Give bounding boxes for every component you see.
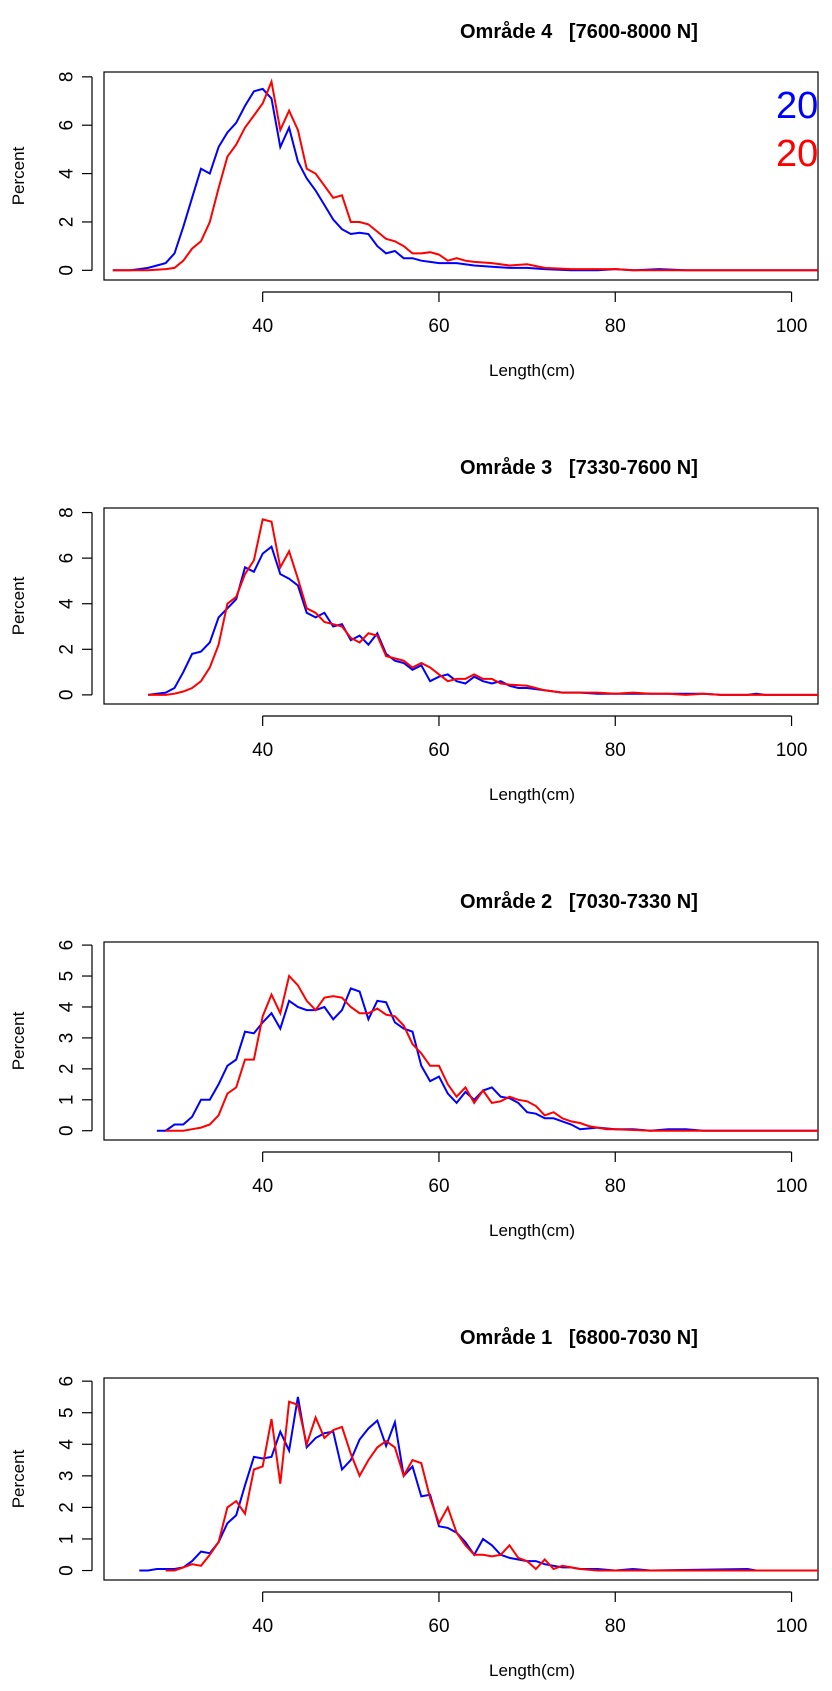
x-axis-label: Length(cm) <box>489 1661 575 1680</box>
y-tick-label: 6 <box>57 120 78 131</box>
panel-2: Område 3 [7330-7600 N]40 60 80 100Length(cm… <box>9 456 819 804</box>
x-axis-label: Length(cm) <box>489 785 575 804</box>
y-tick-label: 4 <box>57 1001 78 1012</box>
y-tick-label: 8 <box>57 507 78 518</box>
x-tick-label: 100 <box>776 1176 808 1197</box>
panel-1: Område 4 [7600-8000 N]40 60 80 100Length(cm… <box>9 20 819 380</box>
x-tick-label: 40 <box>252 316 273 337</box>
y-tick-label: 5 <box>57 1407 78 1418</box>
y-tick-label: 4 <box>57 1439 78 1450</box>
plot-frame <box>103 941 819 1141</box>
chart-title: Område 2 [7030-7330 N] <box>460 890 698 913</box>
y-tick-label: 4 <box>57 168 78 179</box>
series-line-red <box>148 518 818 696</box>
chart-title: Område 1 [6800-7030 N] <box>460 1326 698 1349</box>
x-tick-label: 60 <box>428 1176 449 1197</box>
y-tick-label: 5 <box>57 971 78 982</box>
y-axis-label: Percent <box>9 576 28 635</box>
x-tick-label: 60 <box>428 740 449 761</box>
y-tick-label: 3 <box>57 1471 78 1482</box>
y-tick-label: 1 <box>57 1094 78 1105</box>
y-axis-label: Percent <box>9 1011 28 1070</box>
y-tick-label: 2 <box>57 1502 78 1513</box>
series-line-red <box>165 973 818 1132</box>
y-tick-label: 6 <box>57 553 78 564</box>
y-tick-label: 0 <box>57 690 78 701</box>
x-tick-label: 80 <box>605 740 626 761</box>
panel-4: Område 1 [6800-7030 N]40 60 80 100Length(cm… <box>9 1326 819 1680</box>
y-tick-label: 4 <box>57 598 78 609</box>
plot-frame <box>103 507 819 705</box>
x-tick-label: 100 <box>776 316 808 337</box>
legend-entry-blue: 20 <box>776 85 818 127</box>
y-tick-label: 8 <box>57 72 78 83</box>
x-tick-label: 80 <box>605 1616 626 1637</box>
x-tick-label: 80 <box>605 316 626 337</box>
series-line-red <box>112 78 818 272</box>
x-tick-label: 60 <box>428 316 449 337</box>
chart-title: Område 4 [7600-8000 N] <box>460 20 698 43</box>
x-tick-label: 40 <box>252 1176 273 1197</box>
x-tick-label: 100 <box>776 740 808 761</box>
series-line-blue <box>112 87 818 272</box>
y-tick-label: 2 <box>57 644 78 655</box>
series-line-blue <box>139 1396 818 1572</box>
y-axis-label: Percent <box>9 146 28 205</box>
y-tick-label: 3 <box>57 1033 78 1044</box>
y-tick-label: 6 <box>57 1376 78 1387</box>
y-tick-label: 2 <box>57 217 78 228</box>
y-axis-label: Percent <box>9 1449 28 1508</box>
x-axis-label: Length(cm) <box>489 361 575 380</box>
y-tick-label: 0 <box>57 265 78 276</box>
x-tick-label: 60 <box>428 1616 449 1637</box>
plot-frame <box>103 71 819 281</box>
x-tick-label: 100 <box>776 1616 808 1637</box>
y-tick-label: 2 <box>57 1064 78 1075</box>
x-tick-label: 40 <box>252 740 273 761</box>
series-line-blue <box>156 987 818 1132</box>
x-axis-label: Length(cm) <box>489 1221 575 1240</box>
legend-entry-red: 20 <box>776 133 818 175</box>
y-tick-label: 0 <box>57 1125 78 1136</box>
y-tick-label: 6 <box>57 940 78 951</box>
x-tick-label: 80 <box>605 1176 626 1197</box>
x-tick-label: 40 <box>252 1616 273 1637</box>
plot-frame <box>103 1377 819 1581</box>
series-line-red <box>165 1400 818 1572</box>
chart-title: Område 3 [7330-7600 N] <box>460 456 698 479</box>
y-tick-label: 0 <box>57 1565 78 1576</box>
panel-3: Område 2 [7030-7330 N]40 60 80 100Length(cm… <box>9 890 819 1240</box>
y-tick-label: 1 <box>57 1534 78 1545</box>
